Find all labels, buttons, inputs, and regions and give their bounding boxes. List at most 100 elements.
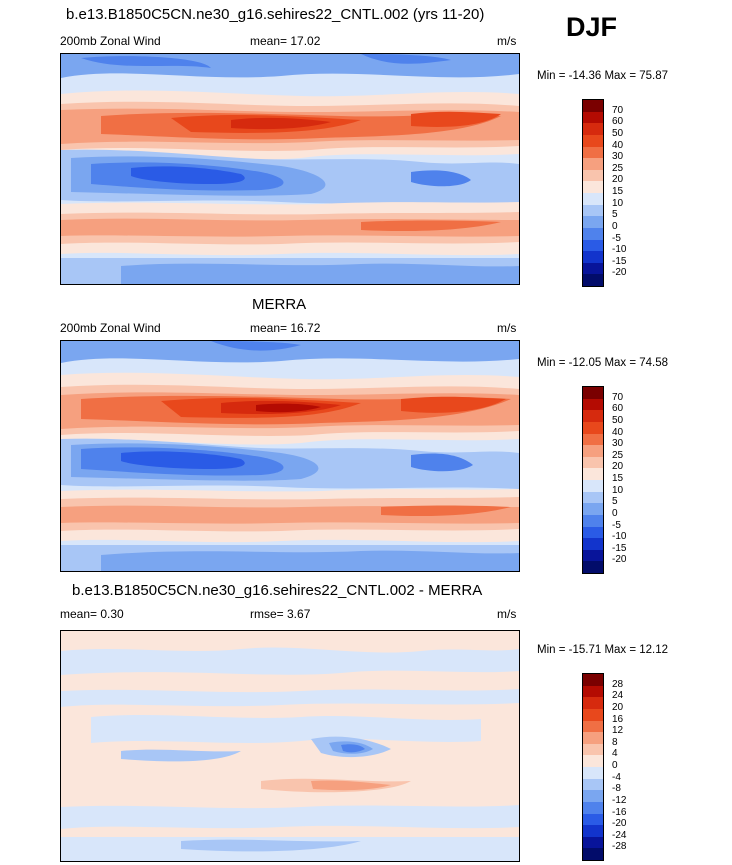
colorbar-swatch: [583, 433, 603, 446]
colorbar-swatch: [583, 421, 603, 434]
panel-3-mean-label: mean= 0.30: [60, 607, 124, 621]
colorbar-swatch: [583, 123, 603, 135]
colorbar-tick-label: 20: [612, 701, 624, 713]
colorbar-tick-label: -24: [612, 829, 627, 841]
colorbar-tick-label: -20: [612, 267, 627, 279]
colorbar-tick-label: 12: [612, 725, 624, 737]
colorbar-swatch: [583, 801, 603, 814]
colorbar-tick-label: 50: [612, 127, 624, 139]
colorbar-tick-label: -16: [612, 806, 627, 818]
colorbar-tick-label: -12: [612, 794, 627, 806]
colorbar-tick-label: -20: [612, 818, 627, 830]
panel-3-map: [60, 630, 520, 862]
colorbar-swatch: [583, 216, 603, 228]
colorbar-swatch: [583, 456, 603, 469]
panel-3-units: m/s: [497, 607, 517, 621]
colorbar-swatch: [583, 134, 603, 147]
colorbar-swatch: [583, 274, 603, 286]
colorbar-tick-label: 70: [612, 104, 624, 116]
colorbar-swatch: [583, 227, 603, 240]
colorbar-tick-label: 40: [612, 139, 624, 151]
panel-2-field: [61, 341, 519, 571]
colorbar-swatch: [583, 262, 603, 275]
colorbar-tick-label: 5: [612, 496, 618, 508]
colorbar-tick-label: 0: [612, 507, 618, 519]
colorbar-tick-label: -8: [612, 783, 621, 795]
colorbar-swatch: [583, 169, 603, 182]
colorbar-swatch: [583, 685, 603, 698]
panel-3-title: b.e13.B1850C5CN.ne30_g16.sehires22_CNTL.…: [72, 582, 483, 599]
colorbar-swatch: [583, 514, 603, 527]
colorbar-swatch: [583, 755, 603, 767]
panel-3-rmse-label: rmse= 3.67: [250, 607, 311, 621]
colorbar-tick-label: 10: [612, 484, 624, 496]
colorbar-swatch: [583, 146, 603, 159]
colorbar-tick-label: 15: [612, 473, 624, 484]
colorbar-swatch: [583, 697, 603, 709]
colorbar-swatch: [583, 790, 603, 802]
colorbar-swatch: [583, 813, 603, 826]
colorbar-tick-label: 5: [612, 209, 618, 221]
colorbar-swatch: [583, 204, 603, 217]
colorbar-tick-label: 60: [612, 403, 624, 415]
panel-2-left-label: 200mb Zonal Wind: [60, 321, 161, 335]
colorbar-swatch: [583, 239, 603, 252]
colorbar-swatch: [583, 480, 603, 492]
panel-3-colorbar: [582, 673, 604, 861]
colorbar-swatch: [583, 526, 603, 539]
colorbar-swatch: [583, 549, 603, 562]
colorbar-swatch: [583, 251, 603, 263]
colorbar-swatch: [583, 848, 603, 860]
colorbar-tick-label: 15: [612, 186, 624, 197]
panel-1-mean-label: mean= 17.02: [250, 34, 321, 48]
colorbar-tick-label: 25: [612, 449, 624, 461]
colorbar-tick-label: 0: [612, 220, 618, 232]
colorbar-tick-label: 20: [612, 174, 624, 186]
colorbar-swatch: [583, 836, 603, 849]
colorbar-swatch: [583, 445, 603, 457]
panel-2-minmax: Min = -12.05 Max = 74.58: [537, 357, 669, 369]
panel-1-title: b.e13.B1850C5CN.ne30_g16.sehires22_CNTL.…: [66, 6, 485, 23]
panel-1-map: [60, 53, 520, 285]
colorbar-tick-label: -20: [612, 554, 627, 566]
colorbar-tick-label: -4: [612, 771, 621, 783]
colorbar-swatch: [583, 732, 603, 744]
colorbar-swatch: [583, 100, 603, 112]
colorbar-swatch: [583, 743, 603, 756]
panel-3-minmax: Min = -15.71 Max = 12.12: [537, 644, 669, 656]
colorbar-swatch: [583, 491, 603, 504]
colorbar-tick-label: 4: [612, 748, 618, 760]
colorbar-swatch: [583, 468, 603, 480]
colorbar-tick-label: 24: [612, 690, 624, 702]
season-label: DJF: [566, 12, 618, 42]
panel-1-minmax: Min = -14.36 Max = 75.87: [537, 70, 669, 82]
colorbar-tick-label: 30: [612, 151, 624, 163]
colorbar-swatch: [583, 561, 603, 573]
panel-1-field: [61, 54, 519, 284]
colorbar-tick-label: -5: [612, 519, 621, 531]
colorbar-tick-label: 0: [612, 760, 618, 771]
panel-2-title: MERRA: [252, 296, 307, 313]
colorbar-tick-label: 30: [612, 438, 624, 450]
colorbar-tick-label: 8: [612, 736, 618, 748]
colorbar-tick-label: 70: [612, 391, 624, 403]
panel-2-colorbar: [582, 386, 604, 574]
colorbar-swatch: [583, 181, 603, 193]
colorbar-tick-label: 40: [612, 426, 624, 438]
panel-2-map: [60, 340, 520, 572]
colorbar-swatch: [583, 398, 603, 411]
colorbar-swatch: [583, 503, 603, 515]
colorbar-tick-label: -10: [612, 531, 627, 543]
colorbar-tick-label: -5: [612, 232, 621, 244]
colorbar-tick-label: 60: [612, 116, 624, 128]
colorbar-tick-label: 28: [612, 678, 624, 690]
colorbar-tick-label: 16: [612, 713, 624, 725]
panel-1-left-label: 200mb Zonal Wind: [60, 34, 161, 48]
colorbar-swatch: [583, 708, 603, 721]
panel-2-mean-label: mean= 16.72: [250, 321, 321, 335]
panel-3-field: [61, 631, 519, 861]
colorbar-swatch: [583, 410, 603, 422]
colorbar-swatch: [583, 778, 603, 791]
colorbar-tick-label: -15: [612, 542, 627, 554]
colorbar-tick-label: 20: [612, 461, 624, 473]
